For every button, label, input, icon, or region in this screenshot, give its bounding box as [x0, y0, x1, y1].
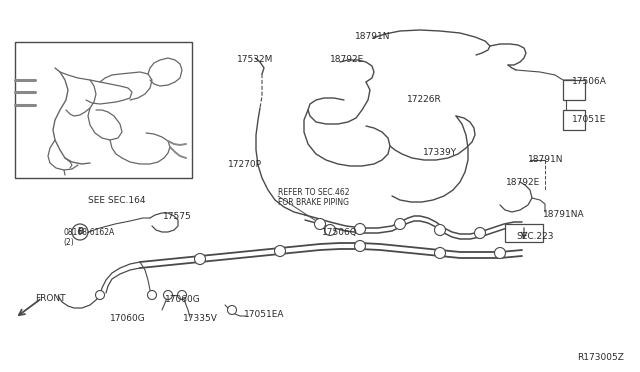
Circle shape	[147, 291, 157, 299]
Bar	[505, 224, 543, 242]
Circle shape	[355, 241, 365, 251]
Text: 17506A: 17506A	[572, 77, 607, 86]
Circle shape	[163, 291, 173, 299]
Circle shape	[355, 224, 365, 234]
Text: B: B	[77, 228, 83, 237]
Text: 17532M: 17532M	[237, 55, 273, 64]
Text: 17060G: 17060G	[110, 314, 146, 323]
Circle shape	[95, 291, 104, 299]
Text: 17335V: 17335V	[183, 314, 218, 323]
Circle shape	[314, 218, 326, 230]
Circle shape	[227, 305, 237, 314]
Text: SEC.223: SEC.223	[516, 232, 554, 241]
Text: SEE SEC.164: SEE SEC.164	[88, 196, 145, 205]
Bar	[15, 42, 192, 178]
Text: REFER TO SEC.462
FOR BRAKE PIPING: REFER TO SEC.462 FOR BRAKE PIPING	[278, 188, 349, 208]
Text: 17575: 17575	[163, 212, 192, 221]
Text: 17060G: 17060G	[165, 295, 201, 304]
Text: R173005Z: R173005Z	[577, 353, 624, 362]
Text: 18791N: 18791N	[528, 155, 563, 164]
Circle shape	[495, 247, 506, 259]
Text: 18792E: 18792E	[506, 178, 540, 187]
Circle shape	[435, 247, 445, 259]
Bar	[563, 80, 585, 100]
Text: 17226R: 17226R	[407, 95, 442, 104]
Text: 17339Y: 17339Y	[423, 148, 457, 157]
Circle shape	[394, 218, 406, 230]
Circle shape	[324, 224, 335, 235]
Text: 17270P: 17270P	[228, 160, 262, 169]
Circle shape	[435, 224, 445, 235]
Circle shape	[72, 224, 88, 240]
Text: 18791N: 18791N	[355, 32, 390, 41]
Circle shape	[275, 246, 285, 257]
Text: 17051EA: 17051EA	[244, 310, 285, 319]
Text: 18792E: 18792E	[330, 55, 364, 64]
Circle shape	[195, 253, 205, 264]
Text: 17506Q: 17506Q	[322, 228, 358, 237]
Circle shape	[474, 228, 486, 238]
Text: 18791NA: 18791NA	[543, 210, 584, 219]
Bar	[563, 110, 585, 130]
Circle shape	[177, 291, 186, 299]
Text: 17051E: 17051E	[572, 115, 606, 124]
Text: FRONT: FRONT	[35, 294, 65, 303]
Text: 08168-6162A
(2): 08168-6162A (2)	[63, 228, 115, 247]
